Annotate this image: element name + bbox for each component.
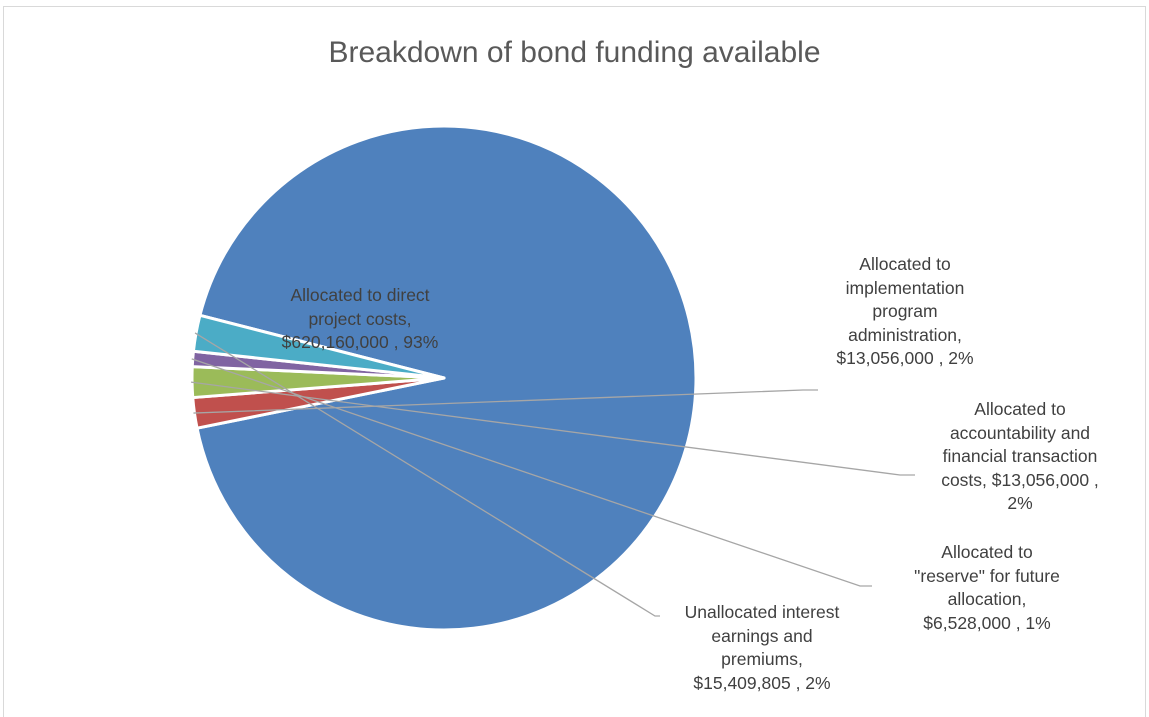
pie-slices (190, 124, 698, 632)
leader-line-reserve (191, 358, 872, 587)
slice-direct-project-costs (195, 124, 698, 632)
leader-lines (190, 332, 915, 617)
data-label-accountability-costs: Allocated to accountability and financia… (941, 399, 1099, 513)
leader-line-accountability-costs (190, 381, 915, 476)
data-label-program-administration: Allocated to implementation program admi… (836, 254, 974, 368)
leader-line-unallocated-interest (194, 332, 660, 617)
data-label-direct-project-costs: Allocated to direct project costs, $620,… (281, 285, 439, 352)
leader-line-program-administration (193, 389, 818, 414)
data-label-reserve: Allocated to "reserve" for future alloca… (914, 542, 1060, 633)
chart-title: Breakdown of bond funding available (328, 36, 821, 69)
data-label-unallocated-interest: Unallocated interest earnings and premiu… (684, 602, 840, 693)
